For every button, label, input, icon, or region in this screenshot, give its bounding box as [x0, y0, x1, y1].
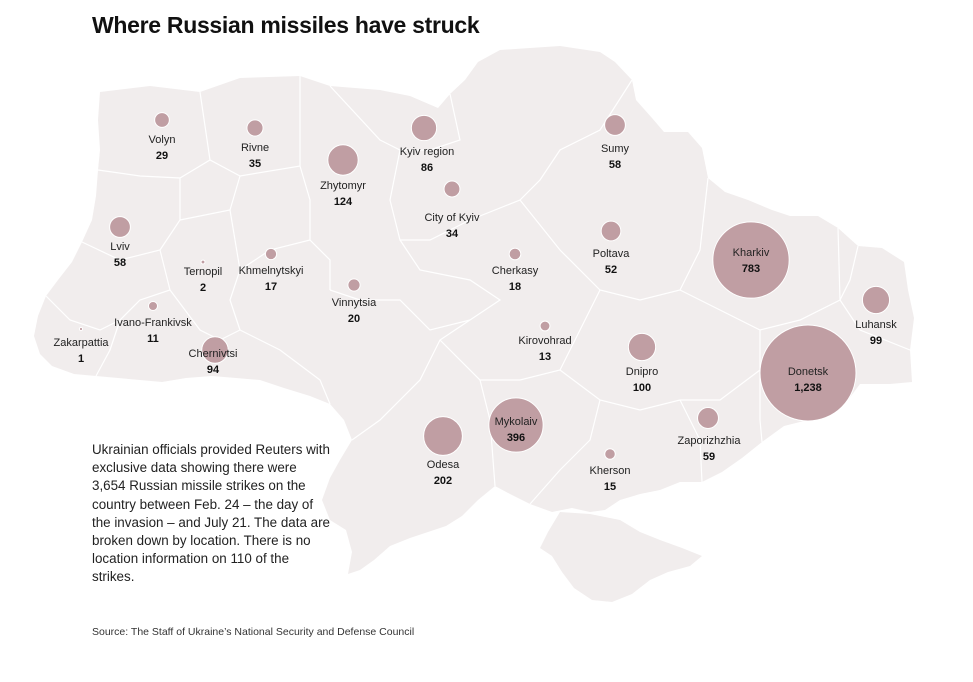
land-shape — [34, 46, 914, 602]
region-value-kharkiv: 783 — [742, 263, 760, 275]
region-label-khmelnytskyi: Khmelnytskyi — [239, 265, 304, 277]
bubble-cherkasy — [508, 247, 522, 261]
bubble-kirovohrad — [539, 320, 551, 332]
region-value-khmelnytskyi: 17 — [265, 281, 277, 293]
region-label-kherson: Kherson — [590, 465, 631, 477]
label-layer: Volyn 29 Rivne 35 Zhytomyr 124 Kyiv region 86 Su… — [53, 134, 897, 493]
region-label-kharkiv: Kharkiv — [733, 247, 770, 259]
region-value-vinnytsia: 20 — [348, 313, 360, 325]
bubble-layer — [78, 112, 891, 460]
region-value-donetsk: 1,238 — [794, 382, 822, 394]
region-value-luhansk: 99 — [870, 335, 882, 347]
region-value-cherkasy: 18 — [509, 281, 521, 293]
bubble-kharkiv — [712, 221, 790, 299]
region-label-ternopil: Ternopil — [184, 266, 223, 278]
region-label-luhansk: Luhansk — [855, 319, 897, 331]
region-value-zakarpattia: 1 — [78, 353, 84, 365]
bubble-odesa — [423, 416, 463, 456]
bubble-chernivtsi — [201, 336, 229, 364]
map-title: Where Russian missiles have struck — [92, 12, 480, 38]
region-value-volyn: 29 — [156, 150, 168, 162]
region-label-mykolaiv: Mykolaiv — [495, 416, 538, 428]
bubble-dnipro — [627, 332, 657, 362]
region-label-kirovohrad: Kirovohrad — [518, 335, 571, 347]
region-value-ivano-frankivsk: 11 — [147, 333, 159, 345]
region-label-zakarpattia: Zakarpattia — [53, 337, 109, 349]
region-label-zaporizhzhia: Zaporizhzhia — [678, 435, 742, 447]
bubble-volyn — [154, 112, 170, 128]
region-value-dnipro: 100 — [633, 382, 651, 394]
region-borders — [45, 76, 911, 505]
region-label-rivne: Rivne — [241, 142, 269, 154]
region-value-zhytomyr: 124 — [334, 196, 353, 208]
region-value-city-of-kyiv: 34 — [446, 228, 459, 240]
region-label-chernivtsi: Chernivtsi — [189, 348, 238, 360]
region-value-mykolaiv: 396 — [507, 432, 525, 444]
region-value-kirovohrad: 13 — [539, 351, 551, 363]
region-label-ivano-frankivsk: Ivano-Frankivsk — [114, 317, 192, 329]
bubble-khmelnytskyi — [264, 247, 278, 261]
region-value-kherson: 15 — [604, 481, 616, 493]
bubble-luhansk — [861, 285, 891, 315]
bubble-vinnytsia — [347, 278, 361, 292]
bubble-rivne — [246, 119, 264, 137]
region-value-rivne: 35 — [249, 158, 261, 170]
bubble-zakarpattia — [78, 326, 84, 332]
bubble-donetsk — [759, 324, 857, 422]
region-label-lviv: Lviv — [110, 241, 130, 253]
region-label-vinnytsia: Vinnytsia — [332, 297, 377, 309]
bubble-zaporizhzhia — [697, 407, 719, 429]
region-value-zaporizhzhia: 59 — [703, 451, 715, 463]
region-label-dnipro: Dnipro — [626, 366, 658, 378]
bubble-zhytomyr — [327, 144, 359, 176]
region-label-poltava: Poltava — [593, 248, 631, 260]
region-value-lviv: 58 — [114, 257, 126, 269]
bubble-city-of-kyiv — [443, 180, 461, 198]
bubble-ternopil — [200, 259, 206, 265]
bubble-sumy — [604, 114, 626, 136]
region-value-kyiv-region: 86 — [421, 162, 433, 174]
region-value-ternopil: 2 — [200, 282, 206, 294]
region-label-zhytomyr: Zhytomyr — [320, 180, 366, 192]
bubble-kyiv-region — [410, 114, 438, 142]
bubble-ivano-frankivsk — [147, 300, 159, 312]
source-note: Source: The Staff of Ukraine’s National … — [92, 626, 415, 638]
region-label-odesa: Odesa — [427, 459, 460, 471]
crimea — [540, 512, 702, 602]
region-label-cherkasy: Cherkasy — [492, 265, 539, 277]
region-value-chernivtsi: 94 — [207, 364, 220, 376]
bubble-lviv — [109, 216, 131, 238]
bubble-mykolaiv — [488, 397, 544, 453]
region-value-sumy: 58 — [609, 159, 621, 171]
region-value-odesa: 202 — [434, 475, 452, 487]
region-label-sumy: Sumy — [601, 143, 630, 155]
region-label-donetsk: Donetsk — [788, 366, 829, 378]
ukraine-mainland — [34, 46, 914, 574]
region-label-city-of-kyiv: City of Kyiv — [424, 212, 480, 224]
bubble-poltava — [600, 220, 622, 242]
region-label-kyiv-region: Kyiv region — [400, 146, 454, 158]
description-note: Ukrainian officials provided Reuters wit… — [92, 442, 330, 585]
region-value-poltava: 52 — [605, 264, 617, 276]
region-label-volyn: Volyn — [149, 134, 176, 146]
bubble-kherson — [604, 448, 616, 460]
